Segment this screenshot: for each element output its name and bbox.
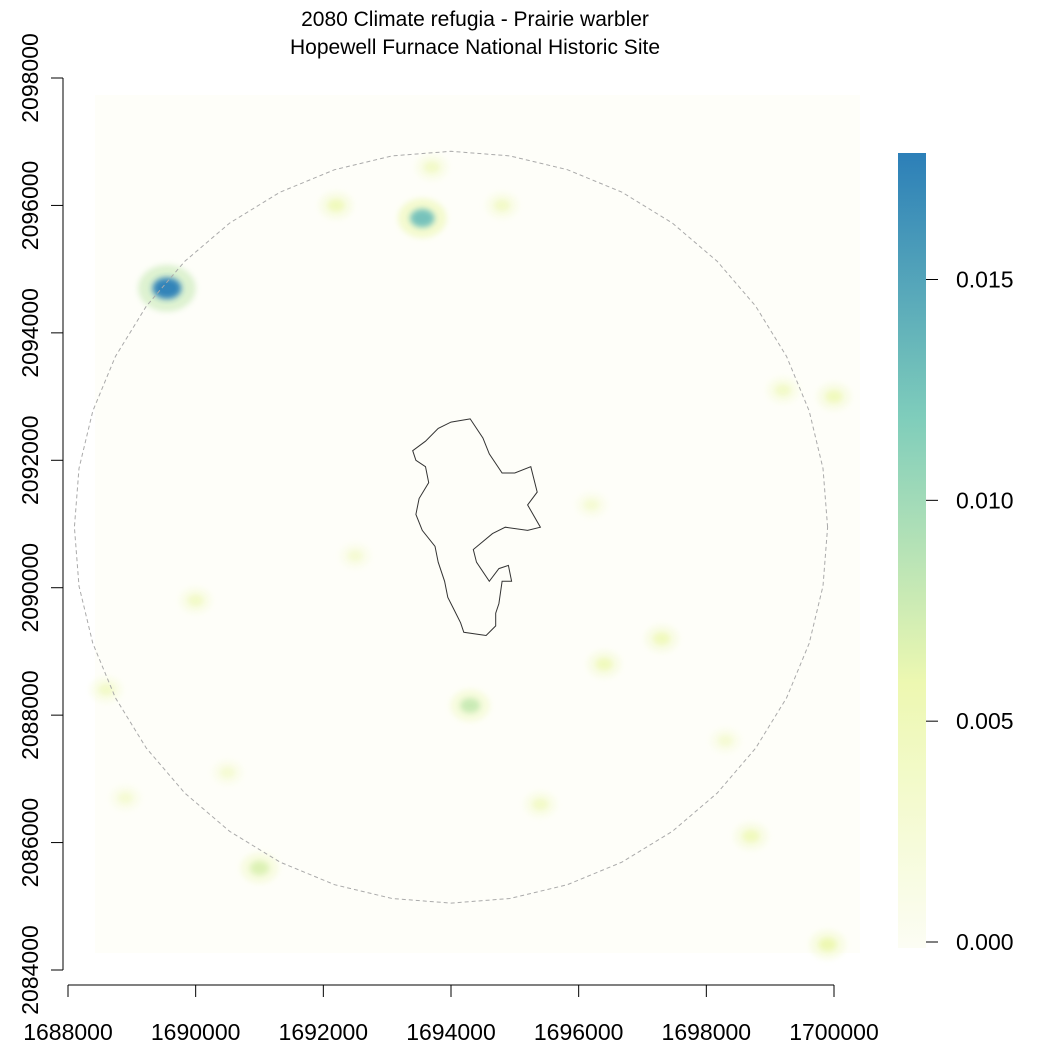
hotspot-core [423, 161, 441, 174]
y-tick-label: 2096000 [17, 161, 43, 251]
buffer-circle [73, 150, 829, 904]
x-axis: 1688000 1690000 1692000 1694000 1696000 16980… [23, 984, 879, 1045]
x-tick-label: 1700000 [789, 1019, 879, 1045]
map-title-line1: 2080 Climate refugia - Prairie warbler [301, 8, 649, 31]
hotspot-core [327, 198, 345, 212]
hotspot-core [717, 734, 734, 747]
legend-tick-label: 0.015 [956, 267, 1014, 293]
y-tick-label: 2088000 [17, 670, 43, 760]
hotspot-core [117, 792, 134, 804]
hotspot-layer [89, 153, 852, 960]
y-tick-label: 2098000 [17, 33, 43, 123]
x-tick-label: 1694000 [406, 1019, 496, 1045]
hotspot-core [347, 550, 363, 562]
y-tick-label: 2090000 [17, 543, 43, 633]
hotspot-core [653, 632, 671, 646]
hotspot-core [249, 860, 270, 876]
hotspot-core [532, 798, 549, 811]
hotspot-core [595, 657, 613, 671]
y-axis: 2084000 2086000 2088000 2090000 2092000 20940… [17, 33, 64, 1015]
raster-background [95, 95, 860, 953]
x-tick-label: 1690000 [151, 1019, 241, 1045]
map-title-line2: Hopewell Furnace National Historic Site [290, 36, 660, 59]
x-tick-label: 1696000 [534, 1019, 624, 1045]
legend-colorbar [898, 153, 926, 948]
hotspot-core [583, 499, 600, 511]
y-tick-label: 2094000 [17, 288, 43, 378]
site-boundary [412, 418, 542, 637]
hotspot-core [493, 199, 511, 212]
y-tick-label: 2084000 [17, 925, 43, 1015]
x-tick-label: 1698000 [662, 1019, 752, 1045]
legend-tick-label: 0.010 [956, 487, 1014, 513]
hotspot-core [219, 766, 236, 779]
y-tick-label: 2092000 [17, 416, 43, 506]
x-tick-label: 1692000 [279, 1019, 369, 1045]
hotspot-core [460, 698, 481, 714]
x-tick-label: 1688000 [23, 1019, 113, 1045]
y-tick-label: 2086000 [17, 798, 43, 888]
hotspot-core [774, 384, 792, 397]
hotspot-core [818, 937, 837, 952]
hotspot-core [410, 209, 435, 228]
hotspot-core [187, 594, 204, 607]
hotspot-core [152, 277, 182, 300]
hotspot-core [742, 829, 760, 843]
legend-tick-label: 0.005 [956, 708, 1014, 734]
color-legend: 0.000 0.005 0.010 0.015 [898, 153, 1014, 955]
hotspot-core [825, 390, 843, 404]
hotspot-core [98, 683, 115, 696]
legend-tick-label: 0.000 [956, 929, 1014, 955]
